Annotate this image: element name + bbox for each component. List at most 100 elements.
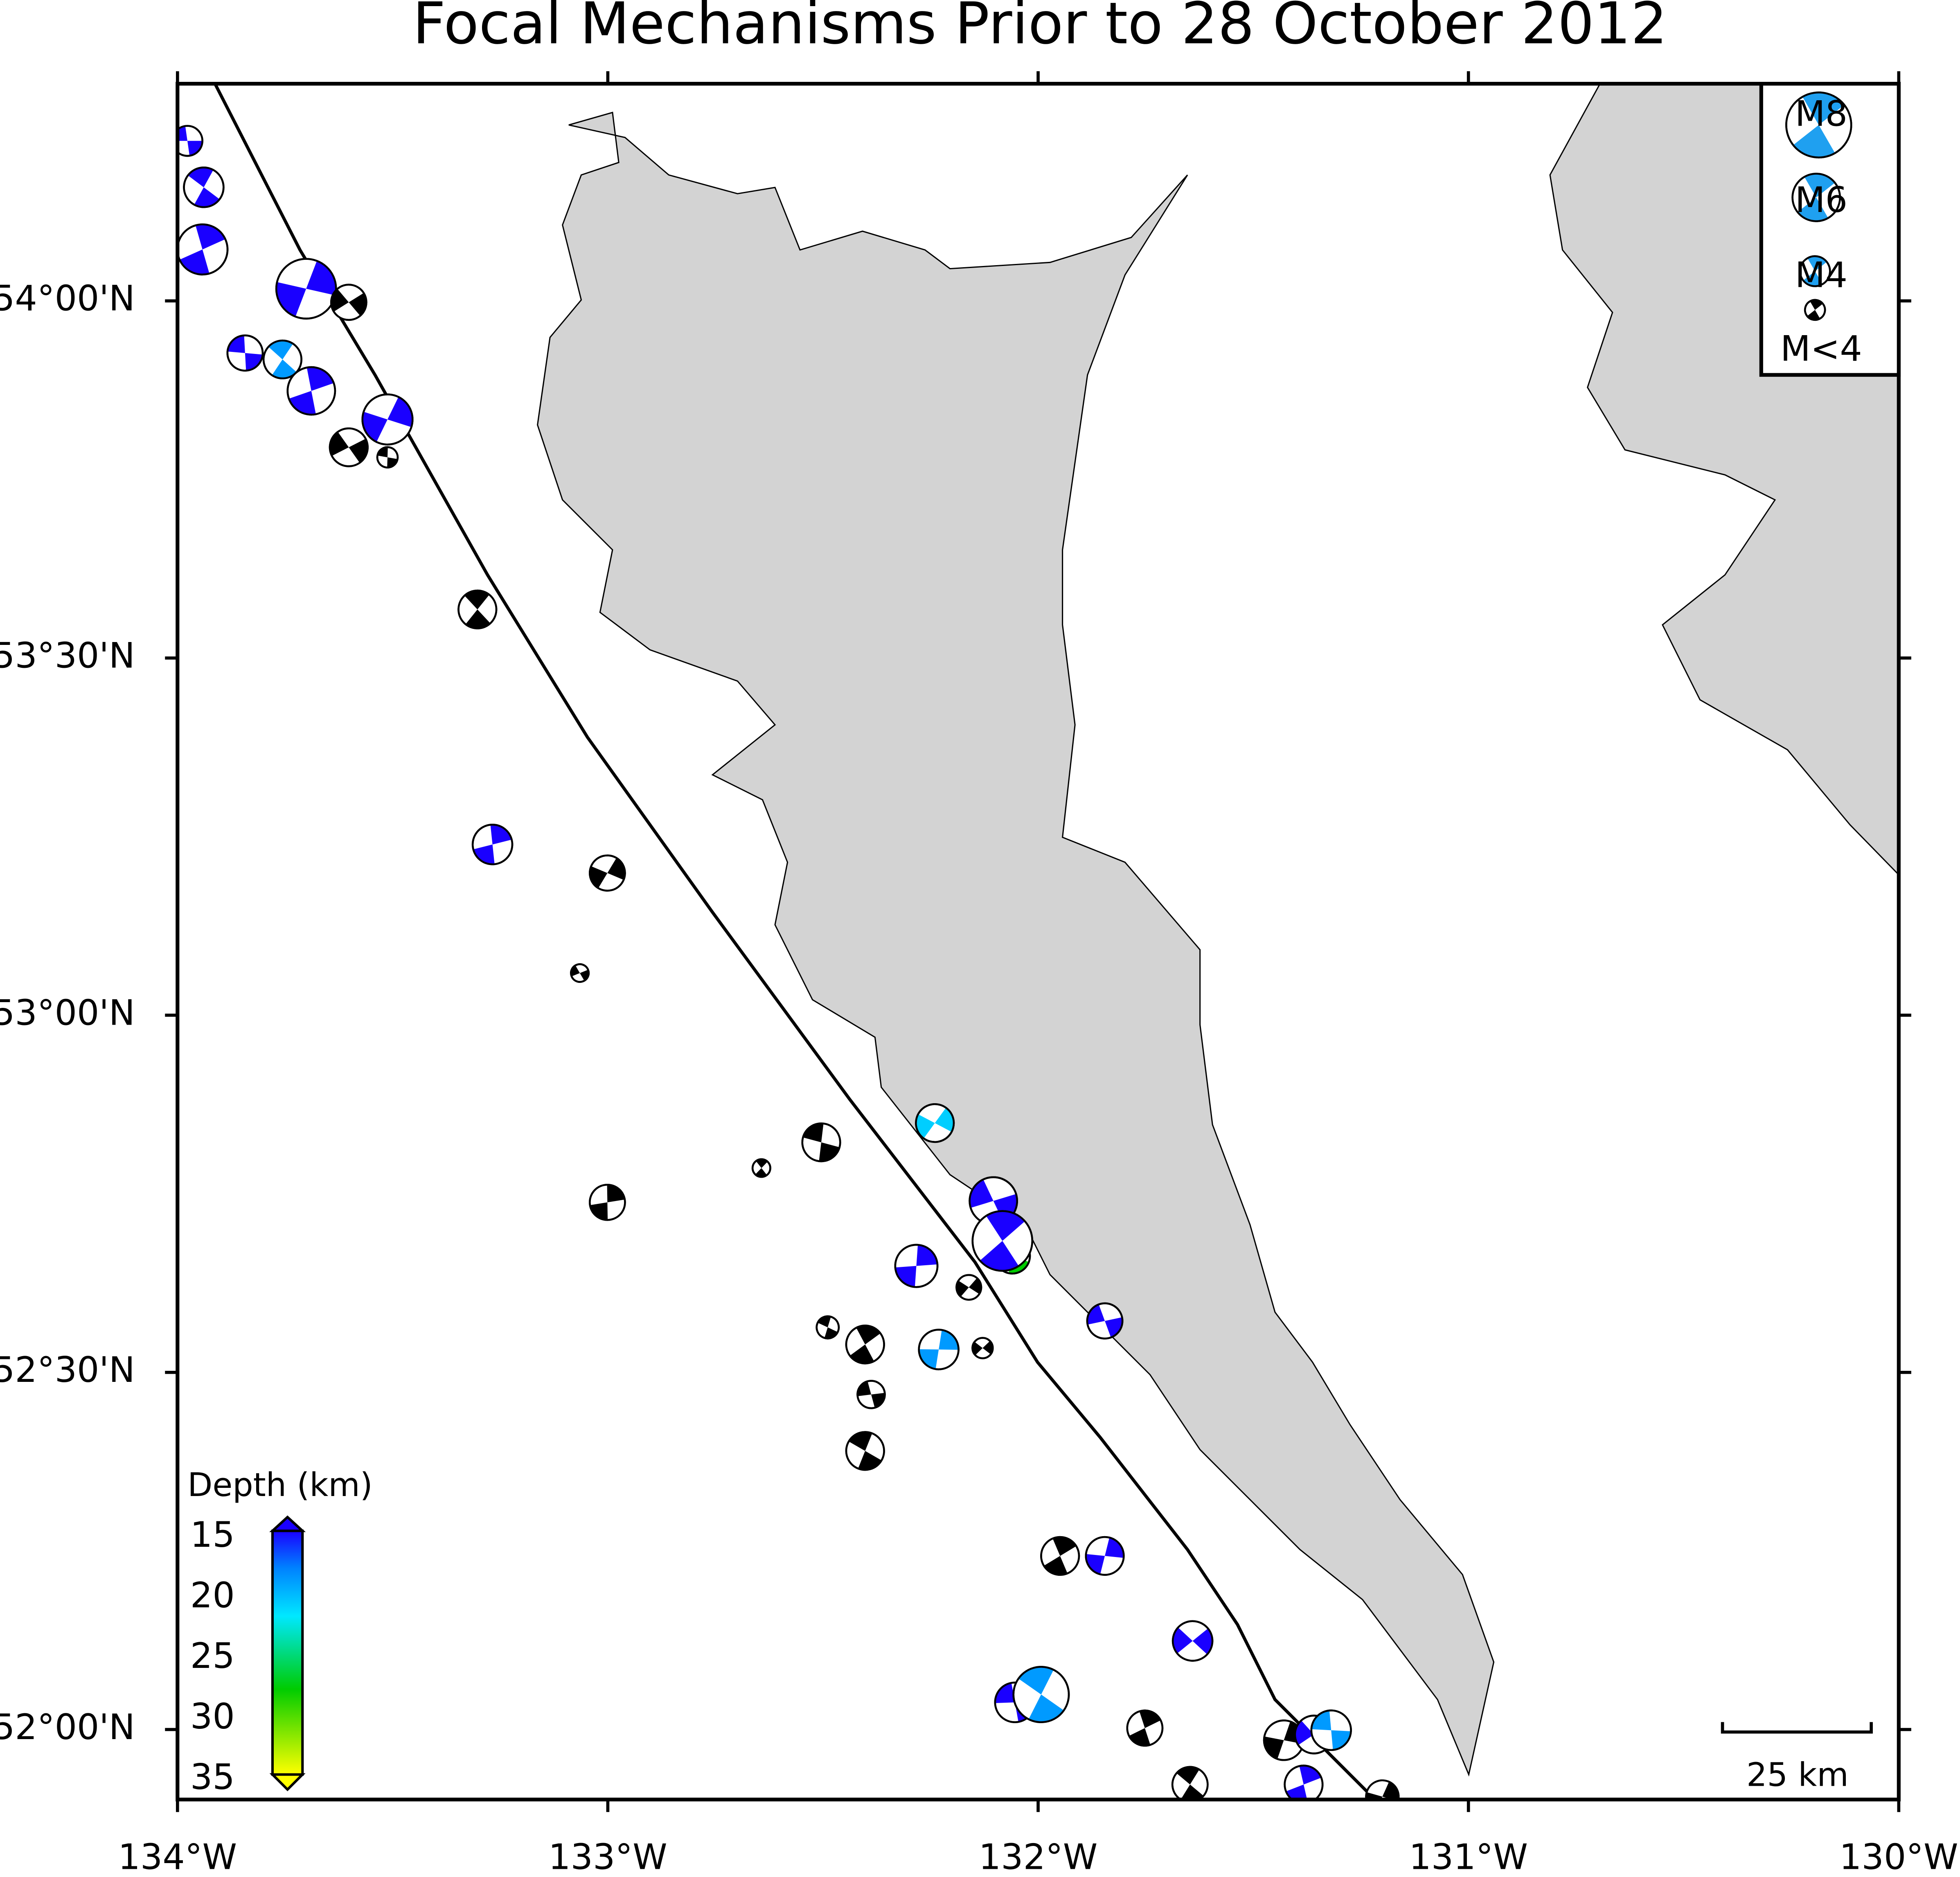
focal-mechanism [1799, 255, 1831, 287]
compression-quadrant [995, 1683, 1015, 1703]
x-tick-label: 134°W [118, 1837, 237, 1877]
colorbar-ticks: 15 20 25 30 35 [190, 1515, 235, 1798]
compression-quadrant [607, 858, 625, 880]
compression-quadrant [245, 353, 263, 371]
beachball-edge [856, 1380, 886, 1409]
legend: M8 M6 M4 M<4 [1780, 91, 1862, 370]
y-tick-label: 53°30'N [0, 636, 135, 676]
compression-quadrant [1295, 1720, 1314, 1745]
focal-mechanism [1086, 1302, 1124, 1340]
compression-quadrant [858, 1451, 882, 1470]
compression-quadrant [1804, 174, 1835, 198]
scale-bar [1721, 1722, 1873, 1734]
beachball-edge [589, 854, 626, 892]
focal-mechanism [1785, 91, 1852, 159]
focal-mechanism [589, 1183, 626, 1221]
beachball-edge [183, 167, 225, 208]
focal-mechanism [1040, 1536, 1080, 1576]
focal-mechanism [915, 1103, 955, 1143]
focal-mechanism [1171, 1766, 1209, 1800]
compression-quadrant [1807, 256, 1827, 271]
compression-quadrant [916, 1114, 935, 1138]
focal-mechanism [275, 258, 337, 320]
compression-quadrant [1176, 1767, 1199, 1785]
beachball-edge [845, 1431, 885, 1471]
legend-label: M4 [1795, 255, 1847, 295]
focal-mechanism [894, 1244, 939, 1288]
compression-quadrant [490, 825, 512, 845]
beachball-edge [845, 1325, 885, 1365]
compression-quadrant [819, 1142, 840, 1161]
compression-quadrant [916, 1245, 937, 1266]
beachball-edge [1365, 1779, 1400, 1800]
beachball-edge [361, 393, 414, 446]
beachball-edge [1085, 1536, 1125, 1576]
compression-quadrant [607, 1185, 625, 1203]
compression-quadrant [465, 609, 491, 629]
beachball-edge [1785, 91, 1852, 159]
beachball-edge [1126, 1709, 1164, 1747]
compression-quadrant [272, 359, 297, 379]
beachball-edge [955, 1274, 982, 1301]
y-tick-label: 52°30'N [0, 1350, 135, 1390]
x-tick-label: 130°W [1839, 1837, 1958, 1877]
compression-quadrant [1802, 92, 1845, 125]
focal-mechanism [845, 1431, 885, 1471]
compression-quadrant [935, 1108, 954, 1132]
compression-quadrant [1793, 125, 1835, 158]
compression-quadrant [187, 141, 203, 156]
beachball-edge [570, 963, 590, 983]
beachball-edge [177, 125, 203, 157]
compression-quadrant [969, 1278, 981, 1294]
beachball-edge [471, 824, 514, 865]
beachball-edge [1791, 173, 1841, 222]
focal-mechanism [971, 1337, 994, 1359]
focal-mechanism [361, 393, 414, 446]
compression-quadrant [349, 293, 367, 316]
focal-mechanism [570, 963, 590, 983]
compression-quadrant [919, 1349, 939, 1369]
legend-label: M8 [1795, 94, 1847, 134]
compression-quadrant [377, 447, 388, 457]
events [177, 125, 1400, 1800]
compression-quadrant [1192, 1628, 1212, 1655]
focal-mechanism [955, 1274, 982, 1301]
beachball-edge [1171, 1620, 1214, 1662]
compression-quadrant [1810, 300, 1823, 310]
compression-quadrant [857, 1381, 872, 1396]
compression-quadrant [895, 1266, 917, 1287]
colorbar [271, 1530, 304, 1776]
colorbar-tick-label: 30 [190, 1697, 235, 1737]
beachball-edge [330, 284, 367, 321]
focal-mechanism [226, 334, 264, 372]
beachball-edge [816, 1315, 840, 1340]
compression-quadrant [1798, 197, 1828, 221]
beachball-edge [971, 1210, 1034, 1272]
focal-mechanism [1126, 1709, 1164, 1747]
compression-quadrant [177, 126, 187, 141]
compression-quadrant [972, 1342, 983, 1355]
focal-mechanism [1365, 1779, 1400, 1800]
focal-mechanism [856, 1380, 886, 1409]
legend-label: M6 [1795, 180, 1847, 221]
beachball-edge [1086, 1302, 1124, 1340]
focal-mechanism [457, 589, 498, 629]
focal-mechanism [1085, 1536, 1125, 1576]
compression-quadrant [1331, 1730, 1351, 1750]
scale-bar-label: 25 km [1746, 1756, 1849, 1794]
focal-mechanism [918, 1329, 960, 1370]
focal-mechanism [177, 223, 229, 276]
compression-quadrant [849, 1432, 872, 1451]
beachball-edge [329, 427, 369, 467]
legend-label: M<4 [1780, 329, 1862, 370]
compression-quadrant [1807, 310, 1820, 320]
focal-mechanism [971, 1210, 1034, 1272]
focal-mechanism [1171, 1620, 1214, 1662]
focal-mechanism [751, 1158, 771, 1178]
x-tick-label: 132°W [979, 1837, 1098, 1877]
compression-quadrant [871, 1393, 885, 1408]
colorbar-tick-label: 25 [190, 1636, 235, 1676]
focal-mechanism [589, 854, 626, 892]
compression-quadrant [980, 1241, 1019, 1271]
compression-quadrant [590, 1202, 608, 1220]
